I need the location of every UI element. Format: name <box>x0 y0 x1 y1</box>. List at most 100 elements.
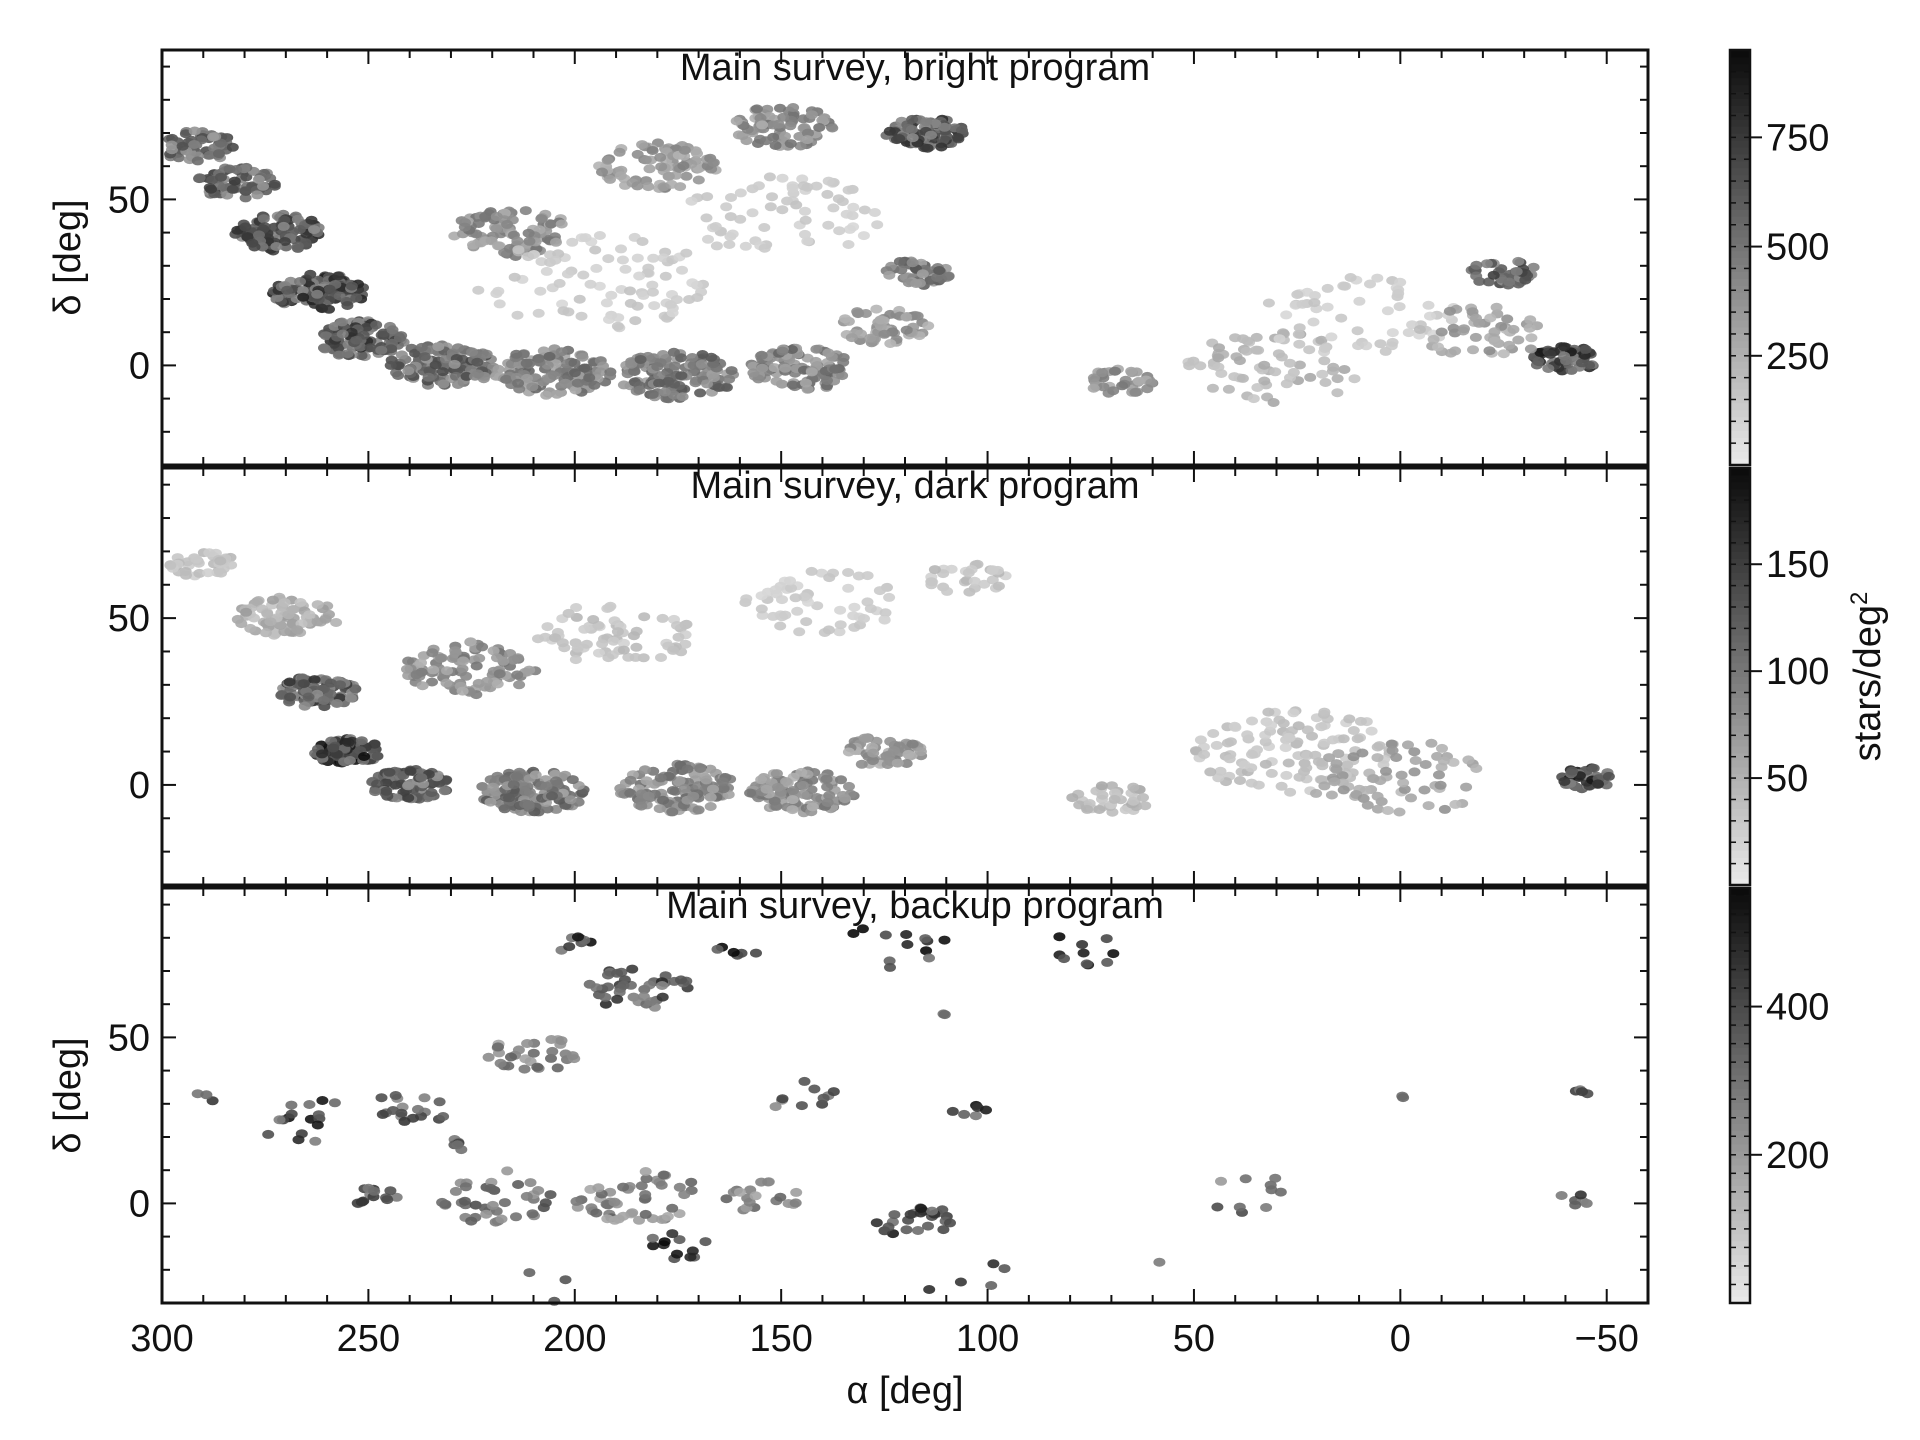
density-bin <box>671 1249 683 1259</box>
density-bin <box>261 609 274 619</box>
density-bin <box>312 1110 325 1120</box>
density-bin <box>520 1191 533 1201</box>
density-bin <box>1372 804 1384 814</box>
colorbar-step <box>1730 977 1750 986</box>
density-bin <box>633 271 646 281</box>
density-bin <box>1579 344 1592 354</box>
density-bin <box>1524 315 1537 325</box>
density-bin <box>1408 767 1421 777</box>
density-bin <box>522 800 535 810</box>
density-bin <box>1282 758 1295 768</box>
density-bin <box>569 385 582 395</box>
density-bin <box>805 566 818 576</box>
density-bin <box>1283 358 1296 368</box>
density-bin <box>798 1076 811 1086</box>
colorbar-step <box>1730 964 1750 972</box>
density-bin <box>1315 722 1328 732</box>
density-bin <box>1251 383 1264 392</box>
density-bin <box>724 212 737 222</box>
density-bin <box>839 314 852 324</box>
density-bin <box>555 347 568 357</box>
colorbar-step <box>1730 878 1750 886</box>
density-bin <box>239 186 252 196</box>
colorbar-step <box>1730 1047 1750 1055</box>
colorbar-step <box>1730 1026 1750 1034</box>
density-bin <box>1386 328 1399 338</box>
density-bin <box>611 321 624 331</box>
density-bin <box>1264 1180 1277 1190</box>
density-bin <box>441 666 453 676</box>
density-bin <box>1569 1200 1582 1210</box>
density-bin <box>823 573 836 583</box>
density-bin <box>743 1197 756 1207</box>
colorbar-step <box>1730 70 1750 79</box>
density-bin <box>316 1096 329 1105</box>
colorbar-step <box>1730 766 1750 775</box>
density-bin <box>1097 382 1110 392</box>
density-bin <box>625 359 638 369</box>
density-bin <box>879 608 892 618</box>
density-bin <box>942 271 955 281</box>
density-bin <box>1519 275 1532 285</box>
density-bin <box>596 167 608 177</box>
density-bin <box>1262 707 1275 717</box>
density-bin <box>543 351 556 361</box>
colorbar: 50 100 150 <box>1728 466 1829 887</box>
density-bin <box>806 802 819 812</box>
density-bin <box>820 774 833 784</box>
density-bin <box>635 1181 648 1191</box>
density-bin <box>1524 344 1537 354</box>
density-bin <box>1238 760 1251 770</box>
density-bin <box>549 255 562 265</box>
density-bin <box>842 747 855 757</box>
density-bin <box>205 184 217 194</box>
density-bin <box>384 1186 397 1196</box>
density-bin <box>532 1186 545 1195</box>
density-bin <box>629 652 642 662</box>
density-bin <box>954 1277 967 1287</box>
density-bin <box>655 1180 668 1190</box>
density-bin <box>557 306 570 316</box>
density-bin <box>448 359 461 369</box>
density-bin <box>1348 374 1361 384</box>
density-bin <box>617 1182 630 1192</box>
density-bin <box>561 269 574 279</box>
density-bin <box>920 117 933 127</box>
density-bin <box>418 1093 431 1103</box>
density-bin <box>639 765 651 775</box>
density-bin <box>593 281 606 291</box>
density-bin <box>603 603 616 613</box>
density-bin <box>439 354 452 364</box>
density-bin <box>611 968 624 978</box>
density-bin <box>614 171 627 181</box>
density-bin <box>1437 756 1450 766</box>
density-bin <box>555 1036 568 1046</box>
density-bin <box>497 656 510 666</box>
density-bin <box>1367 774 1380 784</box>
density-bin <box>1279 743 1292 753</box>
density-bin <box>845 333 858 343</box>
colorbar-step <box>1730 1005 1750 1014</box>
density-bin <box>801 135 814 145</box>
x-tick-label: 100 <box>956 1318 1019 1360</box>
density-bin <box>796 174 809 184</box>
density-bin <box>1487 270 1500 280</box>
density-bin <box>1137 793 1149 802</box>
density-bin <box>646 146 659 155</box>
density-bin <box>941 586 954 596</box>
density-bin <box>1080 959 1093 969</box>
density-bin <box>923 1285 936 1294</box>
density-bin <box>387 1106 399 1115</box>
panel-bright-program: 050 Main survey, bright program δ [deg] … <box>47 47 1829 467</box>
density-bin <box>879 930 892 940</box>
colorbar-step <box>1730 423 1750 432</box>
density-bin <box>677 161 690 171</box>
density-bin <box>685 1177 698 1187</box>
density-bin <box>371 751 384 761</box>
density-bin <box>821 782 834 792</box>
density-bin <box>798 592 811 602</box>
colorbar-step <box>1730 690 1750 698</box>
density-bin <box>1259 759 1272 769</box>
colorbar-step <box>1730 368 1750 376</box>
density-bin <box>578 624 591 634</box>
